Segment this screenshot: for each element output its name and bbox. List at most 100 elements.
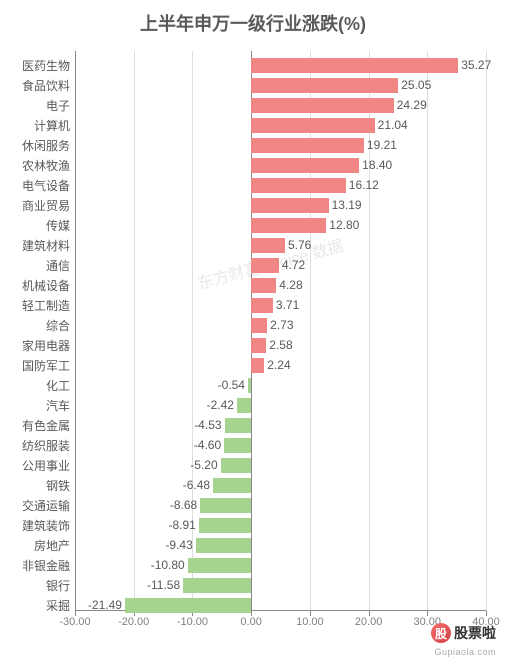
bar-row: 钢铁-6.48 [75, 475, 486, 495]
bar [221, 458, 252, 473]
category-label: 公用事业 [5, 457, 75, 474]
bar [248, 378, 251, 393]
bar-row: 计算机21.04 [75, 115, 486, 135]
value-label: 4.72 [282, 258, 305, 272]
x-tick-label: -20.00 [118, 616, 149, 628]
bar-row: 机械设备4.28 [75, 275, 486, 295]
category-label: 房地产 [5, 537, 75, 554]
bar-row: 轻工制造3.71 [75, 295, 486, 315]
bar-row: 交通运输-8.68 [75, 495, 486, 515]
bar-row: 电子24.29 [75, 95, 486, 115]
footer-logo: 股 股票啦 [431, 623, 496, 643]
bar [251, 358, 264, 373]
bar-row: 休闲服务19.21 [75, 135, 486, 155]
value-label: 25.05 [401, 78, 431, 92]
category-label: 家用电器 [5, 337, 75, 354]
value-label: 18.40 [362, 158, 392, 172]
bar-row: 非银金融-10.80 [75, 555, 486, 575]
bar [251, 158, 359, 173]
value-label: -8.91 [168, 518, 195, 532]
bar [251, 318, 267, 333]
category-label: 电子 [5, 97, 75, 114]
bar-row: 建筑装饰-8.91 [75, 515, 486, 535]
category-label: 食品饮料 [5, 77, 75, 94]
value-label: 5.76 [288, 238, 311, 252]
value-label: -8.68 [170, 498, 197, 512]
bar-row: 建筑材料5.76 [75, 235, 486, 255]
category-label: 国防军工 [5, 357, 75, 374]
bar-row: 有色金属-4.53 [75, 415, 486, 435]
value-label: -9.43 [165, 538, 192, 552]
category-label: 计算机 [5, 117, 75, 134]
value-label: 2.73 [270, 318, 293, 332]
value-label: -4.53 [194, 418, 221, 432]
bar-row: 国防军工2.24 [75, 355, 486, 375]
value-label: 4.28 [279, 278, 302, 292]
footer-url: Gupiaola.com [434, 647, 496, 657]
category-label: 交通运输 [5, 497, 75, 514]
value-label: -6.48 [183, 478, 210, 492]
value-label: 21.04 [378, 118, 408, 132]
plot-area: 东方财富Choice 数据 -30.00-20.00-10.000.0010.0… [75, 51, 486, 611]
gridline [486, 51, 487, 611]
category-label: 钢铁 [5, 477, 75, 494]
value-label: 12.80 [329, 218, 359, 232]
bar-row: 农林牧渔18.40 [75, 155, 486, 175]
bar-row: 电气设备16.12 [75, 175, 486, 195]
category-label: 采掘 [5, 597, 75, 614]
x-tick-label: -30.00 [59, 616, 90, 628]
bar [251, 218, 326, 233]
category-label: 通信 [5, 257, 75, 274]
logo-text: 股票啦 [454, 623, 496, 643]
bar [251, 198, 328, 213]
bar-row: 家用电器2.58 [75, 335, 486, 355]
value-label: 2.24 [267, 358, 290, 372]
category-label: 建筑材料 [5, 237, 75, 254]
category-label: 综合 [5, 317, 75, 334]
category-label: 纺织服装 [5, 437, 75, 454]
value-label: -4.60 [194, 438, 221, 452]
bar-row: 商业贸易13.19 [75, 195, 486, 215]
chart-title: 上半年申万一级行业涨跌(%) [20, 10, 486, 36]
bar-row: 医药生物35.27 [75, 55, 486, 75]
value-label: -2.42 [207, 398, 234, 412]
bar [251, 338, 266, 353]
category-label: 建筑装饰 [5, 517, 75, 534]
bar-row: 纺织服装-4.60 [75, 435, 486, 455]
value-label: -21.49 [88, 598, 122, 612]
bar [251, 78, 398, 93]
category-label: 非银金融 [5, 557, 75, 574]
chart-container: 上半年申万一级行业涨跌(%) 东方财富Choice 数据 -30.00-20.0… [0, 0, 506, 665]
value-label: 35.27 [461, 58, 491, 72]
category-label: 机械设备 [5, 277, 75, 294]
bar [251, 138, 364, 153]
bar [224, 438, 251, 453]
bar [251, 238, 285, 253]
value-label: 13.19 [332, 198, 362, 212]
category-label: 传媒 [5, 217, 75, 234]
bar [183, 578, 251, 593]
bar-row: 传媒12.80 [75, 215, 486, 235]
category-label: 电气设备 [5, 177, 75, 194]
bar [199, 518, 251, 533]
bar [251, 178, 346, 193]
bar [200, 498, 251, 513]
bar [196, 538, 251, 553]
value-label: -5.20 [190, 458, 217, 472]
bar [225, 418, 252, 433]
bar-row: 采掘-21.49 [75, 595, 486, 615]
category-label: 医药生物 [5, 57, 75, 74]
value-label: -0.54 [218, 378, 245, 392]
bar-row: 房地产-9.43 [75, 535, 486, 555]
category-label: 农林牧渔 [5, 157, 75, 174]
category-label: 休闲服务 [5, 137, 75, 154]
value-label: 24.29 [397, 98, 427, 112]
category-label: 汽车 [5, 397, 75, 414]
category-label: 商业贸易 [5, 197, 75, 214]
value-label: 16.12 [349, 178, 379, 192]
bar [251, 278, 276, 293]
bar [237, 398, 251, 413]
bar-row: 食品饮料25.05 [75, 75, 486, 95]
value-label: 3.71 [276, 298, 299, 312]
bar-row: 综合2.73 [75, 315, 486, 335]
